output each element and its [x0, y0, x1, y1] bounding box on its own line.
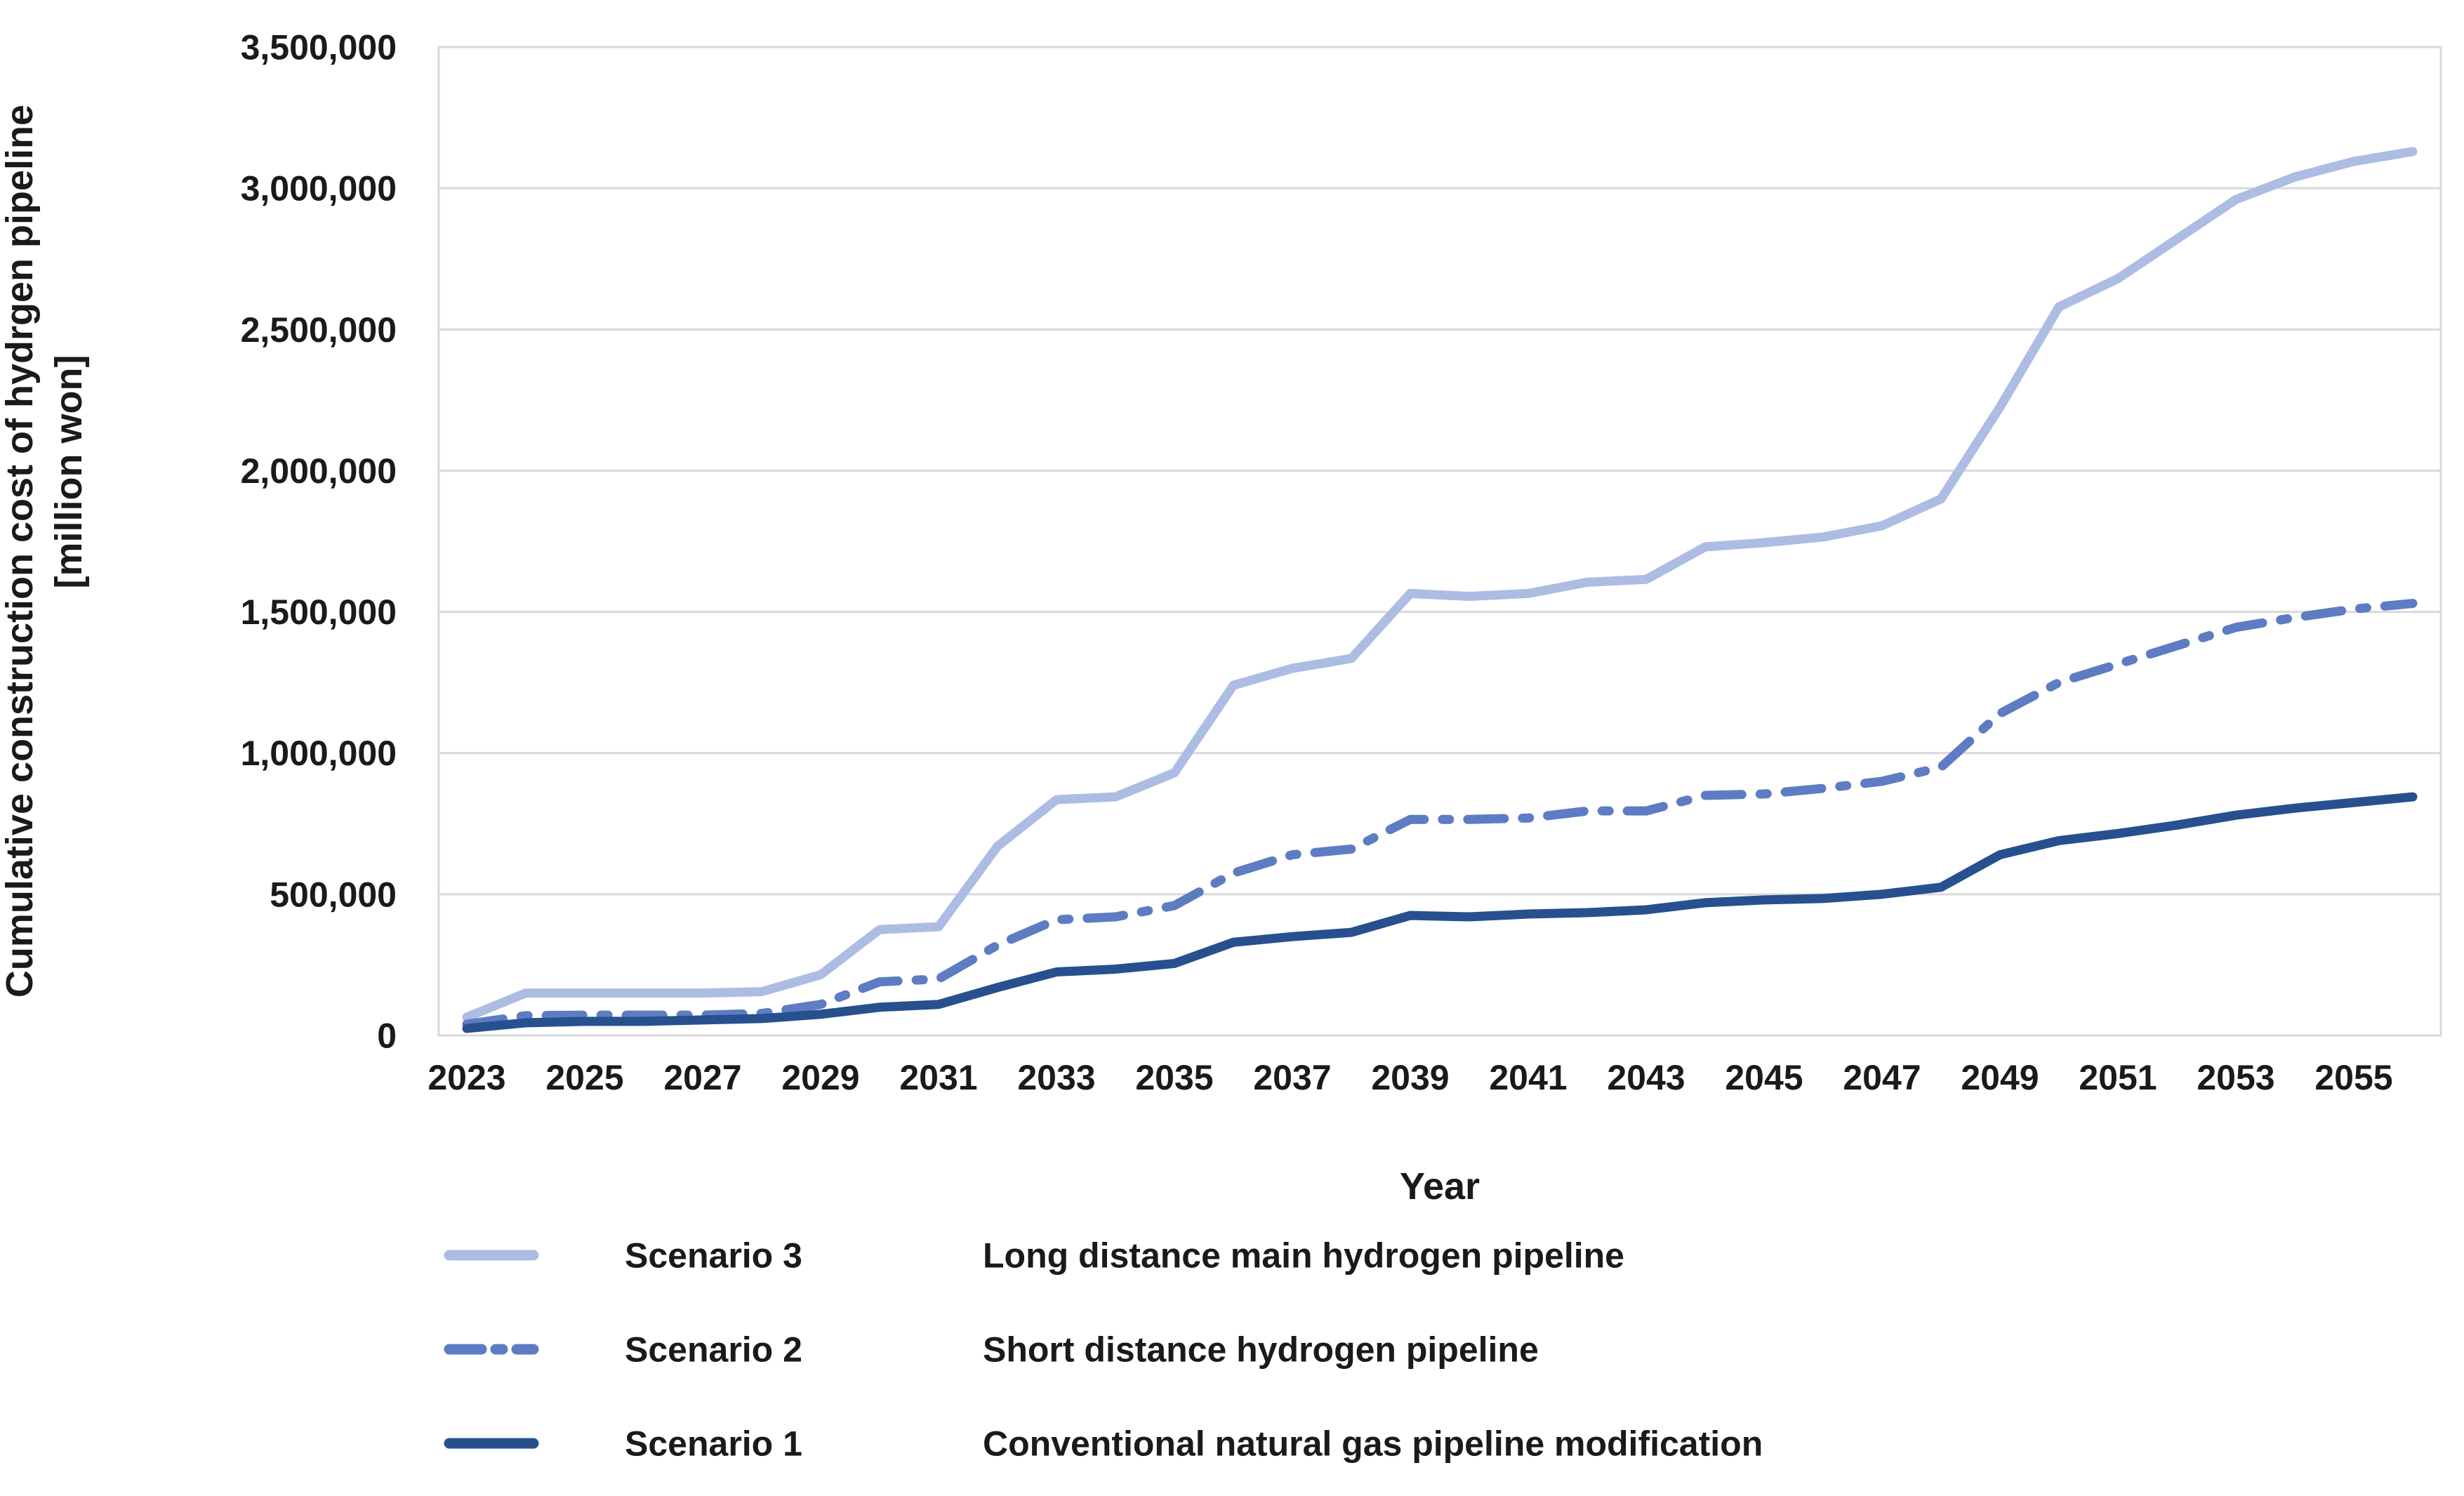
legend-series-description: Long distance main hydrogen pipeline — [983, 1236, 1624, 1276]
series-line-scenario-1 — [462, 792, 2418, 1033]
x-tick-label: 2025 — [545, 1058, 623, 1097]
legend-item-scenario-3: Scenario 3 Long distance main hydrogen pi… — [444, 1236, 1624, 1276]
legend-item-scenario-1: Scenario 1 Conventional natural gas pipel… — [444, 1424, 1763, 1464]
y-tick-label: 3,000,000 — [241, 169, 397, 208]
series-line-scenario-3 — [462, 147, 2418, 1022]
y-axis-unit-label: [million won] — [48, 355, 90, 589]
y-tick-label: 2,000,000 — [241, 451, 397, 491]
x-tick-label: 2031 — [899, 1058, 977, 1097]
y-axis-title: Cumulative construction cost of hydrgen … — [0, 105, 41, 998]
y-tick-label: 1,000,000 — [241, 734, 397, 773]
x-tick-label: 2049 — [1961, 1058, 2039, 1097]
x-tick-label: 2047 — [1843, 1058, 1921, 1097]
x-tick-label: 2023 — [428, 1058, 505, 1097]
x-axis-tick-labels: 2023 2025 2027 2029 2031 2033 2035 2037 2039 2041… — [428, 1058, 2392, 1097]
x-tick-label: 2027 — [663, 1058, 741, 1097]
legend-series-name: Scenario 1 — [625, 1424, 802, 1464]
x-tick-label: 2055 — [2314, 1058, 2392, 1097]
x-tick-label: 2053 — [2197, 1058, 2274, 1097]
y-tick-label: 2,500,000 — [241, 310, 397, 350]
x-tick-label: 2039 — [1371, 1058, 1449, 1097]
gridlines — [437, 46, 2442, 1037]
x-tick-label: 2041 — [1489, 1058, 1567, 1097]
x-tick-label: 2033 — [1017, 1058, 1095, 1097]
x-tick-label: 2043 — [1607, 1058, 1685, 1097]
x-tick-label: 2029 — [781, 1058, 859, 1097]
x-tick-label: 2037 — [1253, 1058, 1331, 1097]
legend-series-description: Short distance hydrogen pipeline — [983, 1330, 1539, 1370]
legend-series-description: Conventional natural gas pipeline modifi… — [983, 1424, 1763, 1464]
legend-item-scenario-2: Scenario 2 Short distance hydrogen pipeli… — [444, 1330, 1539, 1370]
y-tick-label: 3,500,000 — [241, 28, 397, 67]
x-tick-label: 2045 — [1725, 1058, 1803, 1097]
y-tick-label: 500,000 — [270, 875, 397, 914]
plot-border — [437, 46, 2442, 1037]
x-tick-label: 2035 — [1135, 1058, 1213, 1097]
y-tick-label: 1,500,000 — [241, 593, 397, 632]
legend: Scenario 3 Long distance main hydrogen pi… — [444, 1236, 1763, 1464]
x-tick-label: 2051 — [2079, 1058, 2157, 1097]
series-lines — [462, 147, 2418, 1033]
series-line-scenario-2 — [462, 599, 2418, 1029]
y-axis-tick-labels: 0 500,000 1,000,000 1,500,000 2,000,000 2,500… — [241, 28, 397, 1056]
legend-series-name: Scenario 2 — [625, 1330, 802, 1370]
legend-series-name: Scenario 3 — [625, 1236, 802, 1276]
x-axis-title: Year — [1400, 1165, 1480, 1207]
y-tick-label: 0 — [377, 1017, 397, 1056]
